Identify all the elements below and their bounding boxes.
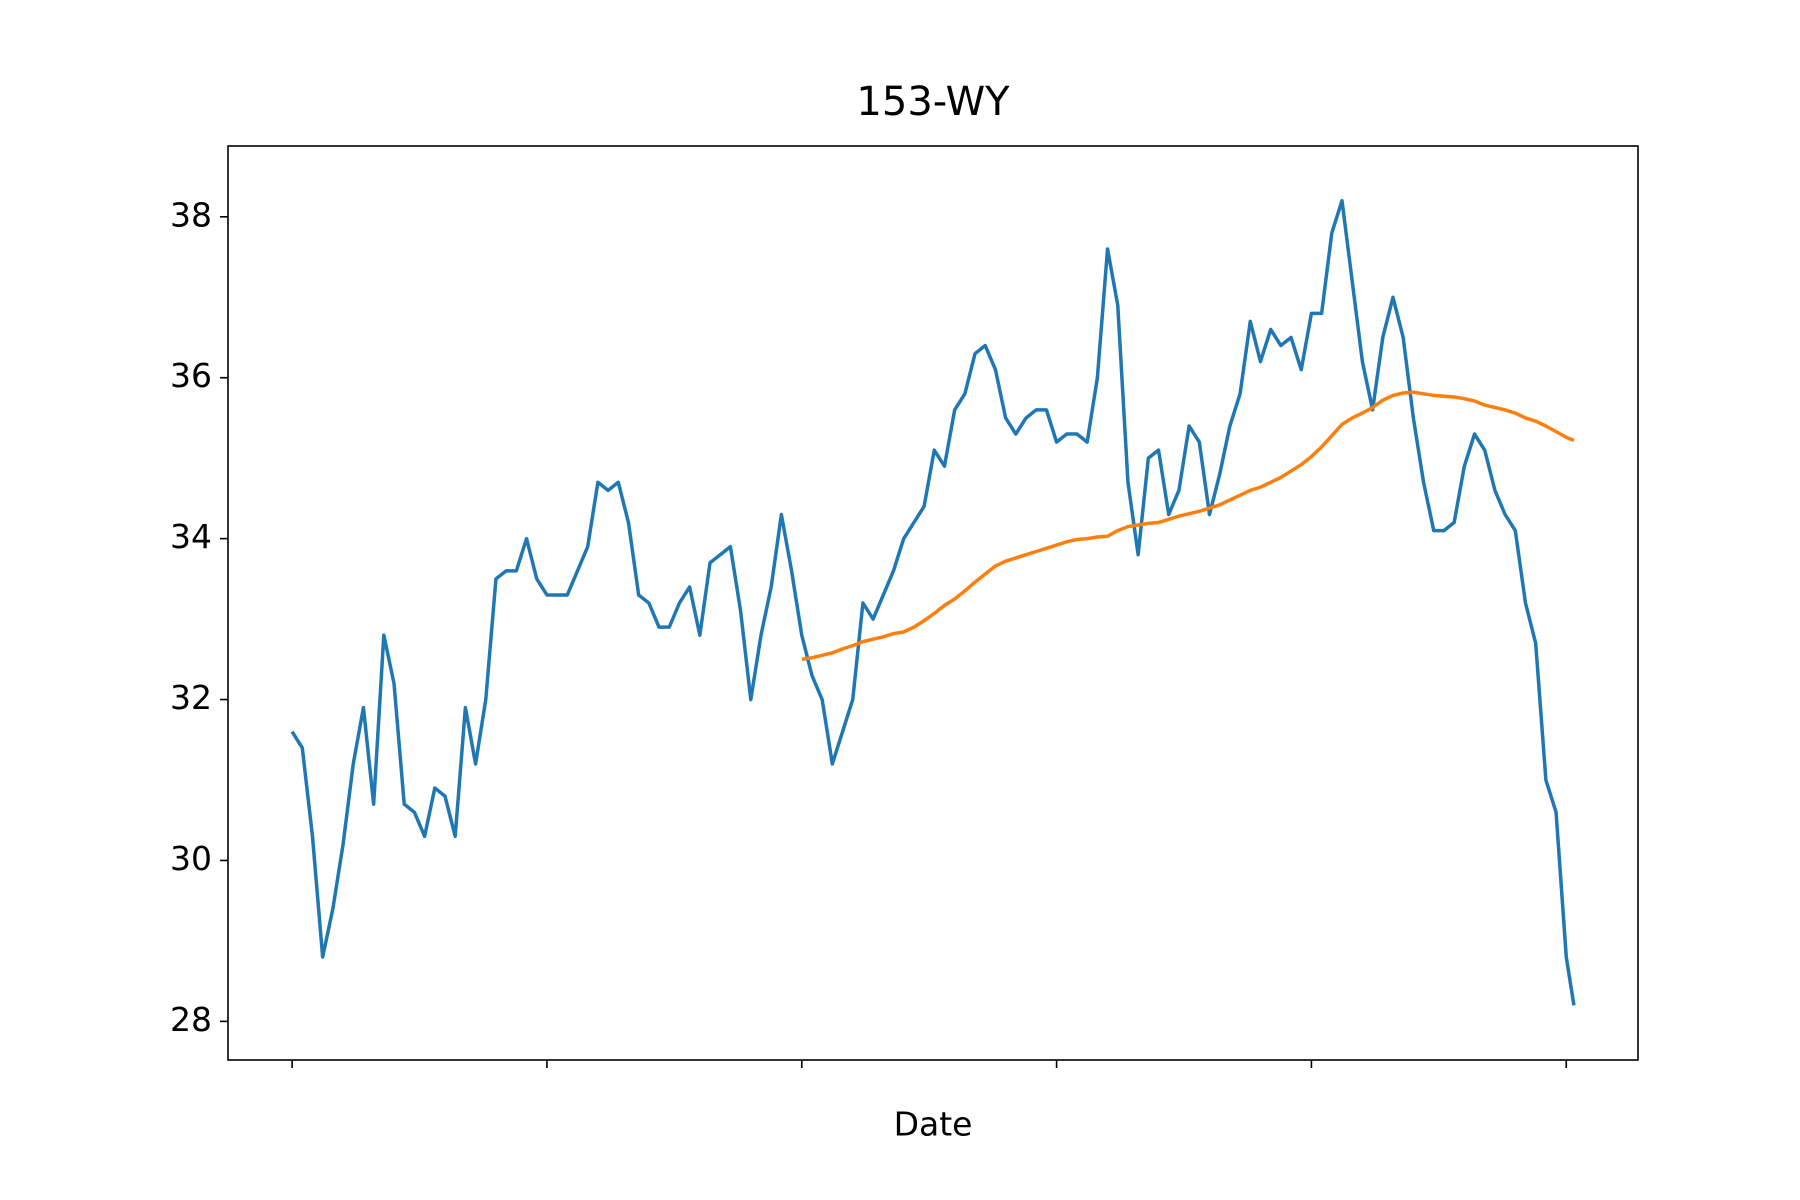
y-tick-label: 38 — [170, 195, 212, 234]
chart-title: 153-WY — [856, 79, 1010, 125]
x-axis-label: Date — [894, 1105, 973, 1144]
series-line — [290, 198, 1576, 1006]
y-tick-label: 34 — [170, 517, 212, 556]
y-tick-label: 28 — [170, 1000, 212, 1039]
y-tick-label: 30 — [170, 839, 212, 878]
plot-frame — [227, 145, 1639, 1061]
y-tick-label: 32 — [170, 678, 212, 717]
y-tick-label: 36 — [170, 356, 212, 395]
series-line — [801, 390, 1575, 662]
